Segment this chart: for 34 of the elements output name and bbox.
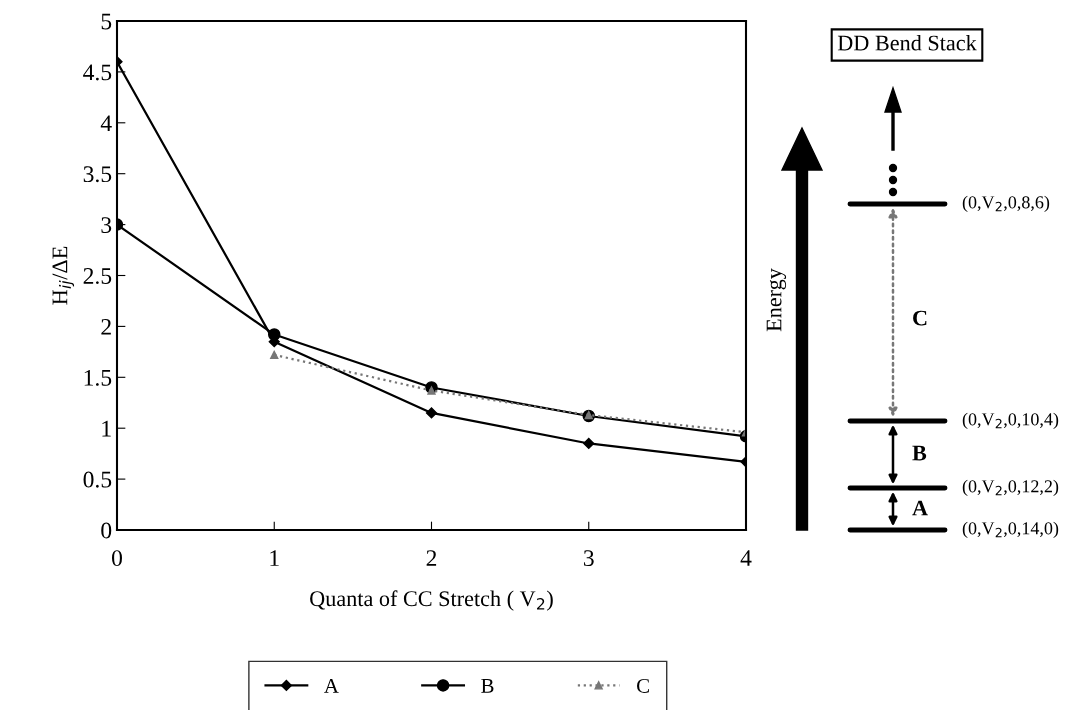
y-tick-label: 3 — [101, 217, 112, 234]
text: DD Bend Stack — [837, 34, 977, 51]
text: (0,V$_{2}$,0,10,4) — [962, 412, 1059, 430]
x-tick-label: 1 — [270, 550, 279, 566]
y-tick-label: 3.5 — [83, 166, 112, 183]
point — [425, 407, 438, 419]
y-tick-label: 0.5 — [83, 471, 112, 488]
point — [270, 350, 279, 360]
text: B — [912, 445, 927, 461]
x-tick-label: 3 — [583, 550, 594, 567]
text: (0,V$_{2}$,0,8,6) — [962, 195, 1050, 213]
x-axis-title: Quanta of CC Stretch ( V$_{2}$) — [310, 590, 553, 611]
y-tick-label: 4.5 — [83, 64, 112, 81]
text: (0,V$_{2}$,0,12,2) — [962, 479, 1059, 497]
point — [427, 386, 436, 395]
y-tick-label: 1.5 — [84, 369, 112, 386]
y-tick-label: 2 — [101, 318, 111, 335]
legend-label: B — [481, 679, 494, 693]
y-axis-title: H$_{ij}$/ΔE — [52, 246, 75, 305]
x-tick-label: 4 — [740, 550, 752, 566]
point — [267, 328, 281, 341]
x-tick-label: 2 — [426, 550, 437, 566]
point — [583, 437, 595, 450]
y-tick-label: 0 — [101, 522, 112, 539]
y-tick-label: 4 — [100, 115, 112, 131]
legend-label: A — [324, 678, 339, 693]
y-tick-label: 5 — [101, 13, 112, 30]
legend-label: C — [637, 678, 649, 693]
y-tick-label: 2.5 — [83, 268, 112, 285]
text: A — [912, 500, 928, 516]
text: Energy — [766, 268, 787, 332]
y-tick-label: 1 — [102, 420, 111, 437]
text: C — [913, 310, 927, 326]
text: (0,V$_{2}$,0,14,0) — [962, 521, 1059, 539]
